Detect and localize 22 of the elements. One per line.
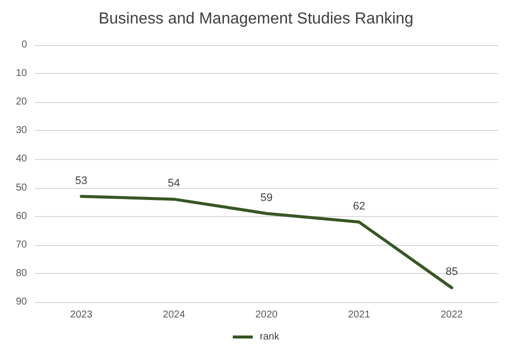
data-label: 85 xyxy=(446,266,458,278)
y-tick-label: 50 xyxy=(16,182,28,194)
y-tick-label: 0 xyxy=(21,40,28,50)
x-tick-label: 2022 xyxy=(440,310,464,320)
y-tick-label: 80 xyxy=(16,268,28,279)
data-label: 62 xyxy=(352,200,366,213)
data-label: 53 xyxy=(75,174,88,187)
y-tick-label: 40 xyxy=(16,154,28,165)
x-tick-label: 2020 xyxy=(255,310,278,320)
legend-label: rank xyxy=(260,332,280,342)
y-tick-label: 20 xyxy=(16,96,28,108)
data-label: 54 xyxy=(168,178,180,190)
y-tick-label: 90 xyxy=(16,296,28,308)
x-tick-label: 2023 xyxy=(70,310,93,320)
y-tick-label: 60 xyxy=(16,210,28,222)
y-tick-label: 70 xyxy=(16,239,28,250)
data-label: 59 xyxy=(260,192,273,204)
y-tick-label: 10 xyxy=(16,68,28,80)
x-tick-label: 2024 xyxy=(162,310,186,320)
x-tick-label: 2021 xyxy=(348,310,371,320)
y-tick-label: 30 xyxy=(16,125,28,136)
chart-title: Business and Management Studies Ranking xyxy=(98,10,414,28)
